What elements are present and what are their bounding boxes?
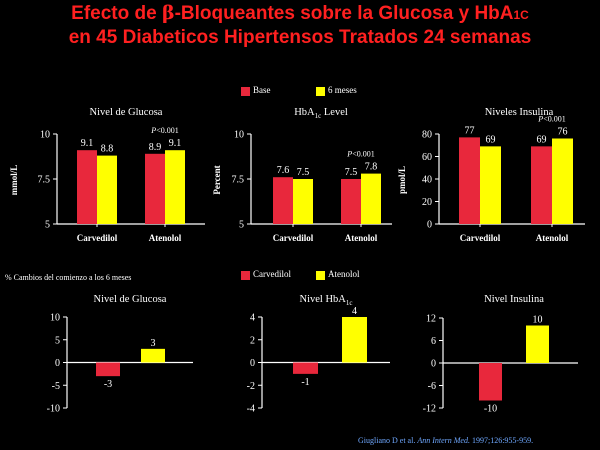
- y-tick-label: 60: [422, 152, 432, 163]
- bar: [480, 146, 501, 224]
- legend-label-carvedilol: Carvedilol: [253, 269, 291, 279]
- chart-title: HbA1c Level: [294, 107, 348, 120]
- y-tick-label: 5: [239, 220, 244, 231]
- y-tick-label: 4: [250, 313, 255, 324]
- p-value-annotation: P<0.001: [150, 126, 178, 135]
- bar: [96, 362, 120, 377]
- bar: [273, 177, 293, 224]
- y-tick-label: 2: [250, 335, 255, 346]
- chart-title: Niveles Insulina: [485, 107, 554, 118]
- chart-title: Nivel de Glucosa: [90, 107, 163, 118]
- category-label: Atenolol: [345, 233, 378, 243]
- data-label: 7.5: [297, 167, 310, 178]
- y-axis-label: mmol/L: [9, 165, 19, 196]
- legend-swatch-6-meses: [316, 87, 325, 96]
- y-tick-label: 5: [45, 220, 50, 231]
- bar: [459, 137, 480, 224]
- data-label: 4: [352, 306, 357, 317]
- y-tick-label: 0: [427, 220, 432, 231]
- legend-label-base: Base: [253, 85, 271, 95]
- data-label: -3: [104, 379, 112, 390]
- y-tick-label: 80: [422, 130, 432, 141]
- y-tick-label: 7.5: [38, 175, 51, 186]
- data-label: 9.1: [169, 138, 182, 149]
- bar: [479, 363, 502, 401]
- category-label: Atenolol: [536, 233, 569, 243]
- data-label: 76: [558, 127, 568, 138]
- slide-title-line2: en 45 Diabeticos Hipertensos Tratados 24…: [68, 27, 532, 48]
- beta-symbol: β: [161, 2, 175, 24]
- y-tick-label: -2: [247, 381, 255, 392]
- data-label: 7.6: [277, 165, 290, 176]
- y-tick-label: 0: [250, 358, 255, 369]
- chart-title: Nivel Insulina: [484, 294, 544, 305]
- legend-label-atenolol: Atenolol: [328, 269, 360, 279]
- data-label: 3: [151, 338, 156, 349]
- y-tick-label: 12: [426, 314, 436, 325]
- y-tick-label: -5: [52, 381, 60, 392]
- slide-title-line1: Efecto de β-Bloqueantes sobre la Glucosa…: [71, 2, 529, 24]
- y-axis-label: pmol/L: [397, 166, 407, 194]
- category-label: Carvedilol: [273, 233, 314, 243]
- bar: [361, 173, 381, 224]
- legend-label-6-meses: 6 meses: [328, 85, 357, 95]
- y-tick-label: 0: [55, 358, 60, 369]
- bar: [552, 138, 573, 224]
- bar: [342, 317, 367, 363]
- y-tick-label: -4: [247, 404, 255, 415]
- legend-swatch-carvedilol: [241, 271, 250, 280]
- data-label: 8.8: [101, 144, 114, 155]
- data-label: 69: [486, 134, 496, 145]
- y-tick-label: -6: [428, 381, 436, 392]
- section-note: % Cambios del comienzo a los 6 meses: [5, 273, 132, 282]
- y-tick-label: 6: [431, 336, 436, 347]
- y-tick-label: 0: [431, 359, 436, 370]
- category-label: Atenolol: [149, 233, 182, 243]
- title-subscript: 1C: [513, 8, 529, 22]
- bar: [531, 146, 552, 224]
- p-value-annotation: P<0.001: [346, 150, 374, 159]
- legend-swatch-atenolol: [316, 271, 325, 280]
- p-value-annotation: P<0.001: [537, 115, 565, 124]
- bar: [341, 179, 361, 224]
- y-tick-label: 40: [422, 175, 432, 186]
- data-label: -1: [301, 377, 309, 388]
- chart-title: Nivel de Glucosa: [94, 294, 167, 305]
- data-label: 10: [533, 315, 543, 326]
- citation: Giugliano D et al. Ann Intern Med. 1997;…: [358, 436, 534, 445]
- bar: [293, 179, 313, 224]
- y-tick-label: 20: [422, 197, 432, 208]
- legend-swatch-base: [241, 87, 250, 96]
- bar: [293, 362, 318, 374]
- y-tick-label: 10: [234, 130, 244, 141]
- y-tick-label: 10: [40, 130, 50, 141]
- bar: [165, 150, 185, 224]
- data-label: 7.8: [365, 162, 378, 173]
- y-tick-label: -10: [47, 404, 60, 415]
- bar: [526, 325, 549, 363]
- data-label: 8.9: [149, 142, 162, 153]
- data-label: 77: [465, 125, 475, 136]
- data-label: 69: [537, 134, 547, 145]
- data-label: 9.1: [81, 138, 94, 149]
- y-tick-label: 5: [55, 335, 60, 346]
- chart-title: Nivel HbA1c: [300, 294, 353, 307]
- bar: [77, 150, 97, 224]
- y-axis-label: Percent: [212, 165, 222, 194]
- category-label: Carvedilol: [77, 233, 118, 243]
- y-tick-label: -12: [423, 404, 436, 415]
- y-tick-label: 7.5: [232, 175, 245, 186]
- category-label: Carvedilol: [460, 233, 501, 243]
- bar: [145, 153, 165, 224]
- data-label: 7.5: [345, 167, 358, 178]
- y-tick-label: 10: [50, 313, 60, 324]
- bar: [97, 155, 117, 224]
- data-label: -10: [484, 404, 497, 415]
- bar: [141, 348, 165, 363]
